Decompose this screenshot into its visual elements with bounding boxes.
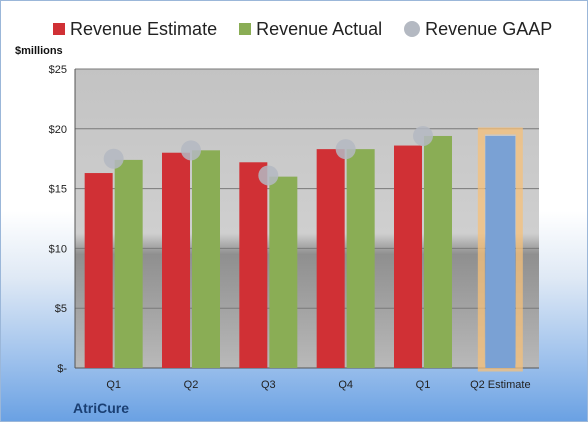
company-name: AtriCure bbox=[73, 400, 130, 416]
bar-actual bbox=[192, 150, 220, 368]
legend-swatch-estimate bbox=[53, 23, 65, 35]
y-tick-label: $15 bbox=[49, 184, 67, 196]
legend-item-actual: Revenue Actual bbox=[239, 19, 382, 40]
y-tick-label: $20 bbox=[49, 124, 67, 136]
x-tick-label: Q1 bbox=[106, 379, 121, 391]
bar-estimate bbox=[239, 162, 268, 368]
bar-estimate bbox=[316, 149, 345, 368]
gaap-markers-layer bbox=[103, 125, 433, 186]
y-tick-label: $25 bbox=[49, 64, 67, 76]
bar-actual bbox=[114, 159, 143, 368]
bar-actual bbox=[346, 149, 375, 368]
y-tick-label: $10 bbox=[49, 243, 67, 255]
gaap-marker bbox=[335, 139, 356, 160]
bar-estimate bbox=[162, 152, 190, 368]
legend-label-actual: Revenue Actual bbox=[256, 18, 383, 39]
chart-legend: Revenue Estimate Revenue Actual Revenue … bbox=[53, 18, 574, 40]
bar-estimate bbox=[84, 173, 113, 368]
gridlines bbox=[74, 68, 539, 369]
bar-actual bbox=[424, 135, 452, 368]
x-tick-label: Q3 bbox=[261, 379, 276, 391]
legend-label-gaap: Revenue GAAP bbox=[425, 18, 553, 39]
legend-item-estimate: Revenue Estimate bbox=[53, 19, 217, 40]
legend-swatch-actual bbox=[239, 23, 252, 35]
gaap-marker bbox=[103, 148, 124, 169]
plot-area bbox=[75, 69, 539, 368]
y-axis-unit-label: $millions bbox=[15, 45, 63, 57]
bar-actual bbox=[269, 176, 298, 368]
bars-layer bbox=[84, 127, 523, 372]
x-axis-ticks: Q1 Q2 Q3 Q4 Q1 Q2 Estimate bbox=[106, 379, 530, 391]
legend-label-estimate: Revenue Estimate bbox=[70, 18, 218, 39]
y-tick-label: $- bbox=[57, 363, 67, 375]
x-tick-label: Q2 Estimate bbox=[470, 379, 531, 391]
gaap-marker bbox=[413, 125, 433, 146]
y-axis-ticks: $- $5 $10 $15 $20 $25 bbox=[49, 64, 68, 375]
x-tick-label: Q1 bbox=[416, 379, 431, 391]
x-tick-label: Q2 bbox=[184, 379, 199, 391]
bar-estimate bbox=[394, 145, 422, 368]
gaap-marker bbox=[258, 165, 279, 186]
x-tick-label: Q4 bbox=[338, 379, 353, 391]
bar-projection bbox=[485, 135, 516, 368]
legend-item-gaap: Revenue GAAP bbox=[404, 19, 552, 40]
gaap-marker bbox=[181, 140, 201, 161]
y-tick-label: $5 bbox=[55, 303, 67, 315]
legend-swatch-gaap bbox=[404, 21, 421, 37]
